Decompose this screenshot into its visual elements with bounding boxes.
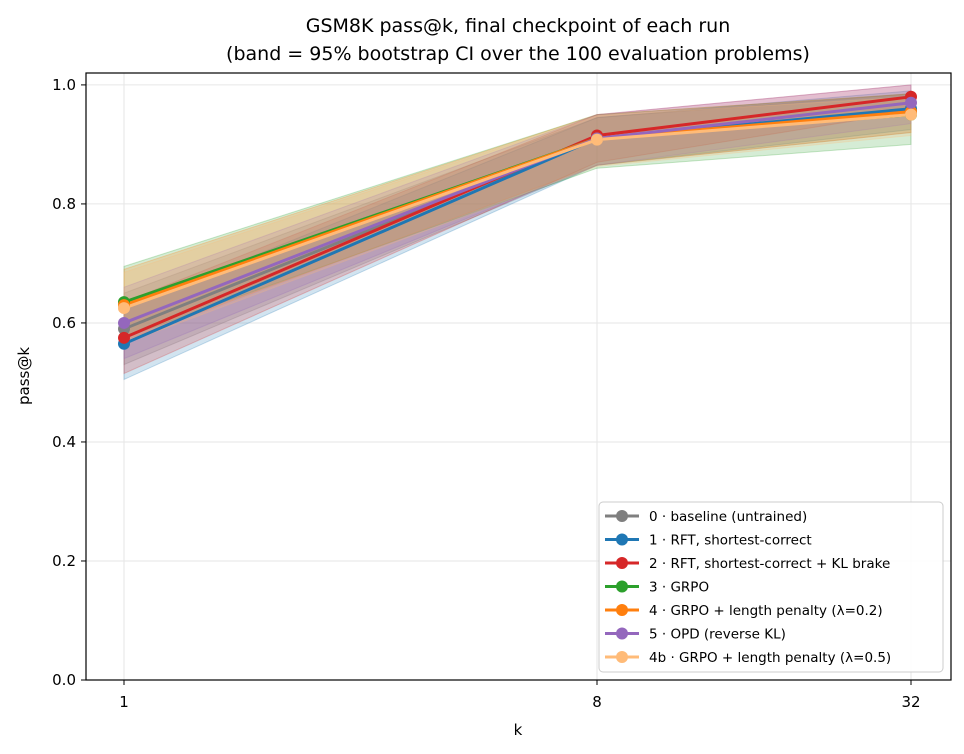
data-point bbox=[118, 316, 130, 329]
legend-entry: 5 · OPD (reverse KL) bbox=[605, 627, 786, 643]
legend-entry: 1 · RFT, shortest-correct bbox=[605, 533, 812, 549]
x-tick-label: 1 bbox=[119, 693, 129, 711]
y-axis-ticks: 0.0 0.2 0.4 0.6 0.8 1.0 bbox=[52, 76, 86, 689]
x-tick-label: 8 bbox=[592, 693, 602, 711]
legend-marker bbox=[616, 604, 628, 616]
legend-entry: 4 · GRPO + length penalty (λ=0.2) bbox=[605, 603, 883, 619]
y-tick-label: 0.4 bbox=[52, 433, 76, 451]
gridlines bbox=[86, 73, 951, 681]
y-axis-label: pass@k bbox=[15, 347, 33, 405]
legend-label: 0 · baseline (untrained) bbox=[649, 509, 807, 525]
legend-marker bbox=[616, 580, 628, 593]
series-points bbox=[118, 90, 917, 350]
y-tick-label: 0.8 bbox=[52, 195, 76, 213]
chart-title: GSM8K pass@k, final checkpoint of each r… bbox=[306, 15, 731, 37]
data-point bbox=[905, 108, 917, 121]
x-tick-label: 32 bbox=[901, 693, 920, 711]
legend-label: 1 · RFT, shortest-correct bbox=[649, 533, 812, 549]
legend-label: 5 · OPD (reverse KL) bbox=[649, 627, 786, 643]
legend-label: 2 · RFT, shortest-correct + KL brake bbox=[649, 556, 890, 572]
legend-entry: 2 · RFT, shortest-correct + KL brake bbox=[605, 556, 890, 572]
confidence-bands bbox=[123, 84, 912, 381]
x-axis-ticks: 1 8 32 bbox=[119, 680, 921, 711]
legend-entry: 0 · baseline (untrained) bbox=[605, 509, 807, 525]
legend-marker bbox=[616, 627, 628, 640]
data-point bbox=[905, 96, 917, 109]
legend: 0 · baseline (untrained) 1 · RFT, shortes… bbox=[598, 501, 944, 673]
x-axis-label: k bbox=[514, 721, 523, 739]
data-point bbox=[118, 331, 130, 344]
data-point bbox=[591, 133, 603, 146]
legend-box bbox=[598, 501, 944, 673]
legend-label: 3 · GRPO bbox=[649, 580, 709, 596]
y-tick-label: 0.2 bbox=[52, 552, 76, 570]
y-tick-label: 0.6 bbox=[52, 314, 76, 332]
legend-label: 4 · GRPO + length penalty (λ=0.2) bbox=[649, 603, 883, 619]
legend-marker bbox=[616, 533, 628, 546]
legend-entry: 4b · GRPO + length penalty (λ=0.5) bbox=[605, 650, 891, 666]
plot-frame bbox=[85, 72, 952, 681]
y-tick-label: 1.0 bbox=[52, 76, 76, 94]
legend-marker bbox=[616, 557, 628, 569]
legend-marker bbox=[616, 651, 628, 663]
legend-marker bbox=[616, 510, 628, 522]
legend-entry: 3 · GRPO bbox=[605, 580, 709, 596]
data-point bbox=[118, 302, 130, 315]
y-tick-label: 0.0 bbox=[52, 671, 76, 689]
chart-subtitle: (band = 95% bootstrap CI over the 100 ev… bbox=[226, 43, 810, 65]
legend-label: 4b · GRPO + length penalty (λ=0.5) bbox=[649, 650, 891, 666]
